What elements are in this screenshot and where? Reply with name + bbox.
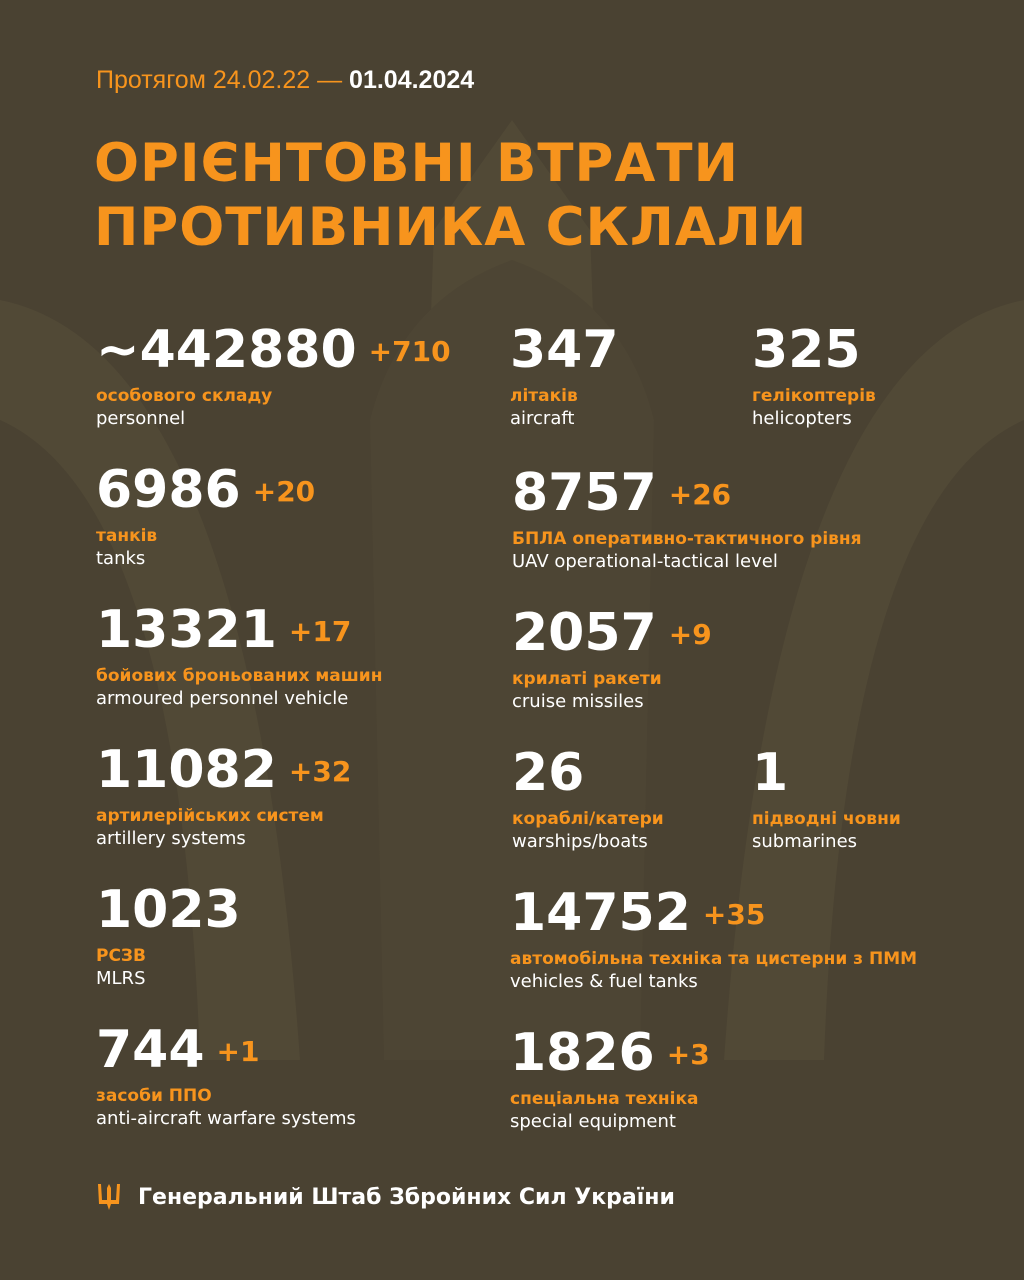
stat-increase: +26 (668, 478, 732, 511)
stat-label-ua: спеціальна техніка (510, 1089, 699, 1109)
stat-label-ua: артилерійських систем (96, 806, 324, 826)
page-title: ОРІЄНТОВНІ ВТРАТИ ПРОТИВНИКА СКЛАЛИ (94, 133, 808, 258)
stat-value: 325 (752, 320, 861, 380)
footer: Генеральний Штаб Збройних Сил України (96, 1182, 675, 1212)
stat-value: 11082 +32 (96, 740, 352, 800)
stat-increase: +710 (368, 335, 451, 368)
stat-aircraft: 347 літаків aircraft (510, 322, 619, 430)
stat-label-ua: крилаті ракети (512, 669, 662, 689)
stat-label-ua: гелікоптерів (752, 386, 876, 406)
stat-value: 1023 (96, 880, 241, 940)
stat-label-ua: РСЗВ (96, 946, 146, 966)
stat-submarines: 1 підводні човни submarines (752, 745, 901, 853)
stat-label-en: personnel (96, 408, 186, 429)
stat-label-en: submarines (752, 831, 858, 852)
stat-value: 26 (512, 743, 585, 803)
stat-label-en: warships/boats (512, 831, 648, 852)
stat-label-en: cruise missiles (512, 691, 644, 712)
stat-label-ua: автомобільна техніка та цистерни з ПММ (510, 949, 918, 969)
stat-increase: +9 (668, 618, 712, 651)
stat-increase: +3 (666, 1038, 710, 1071)
stat-label-en: aircraft (510, 408, 575, 429)
stat-mlrs: 1023 РСЗВ MLRS (96, 882, 241, 990)
stat-value: 14752 +35 (510, 883, 766, 943)
stat-label-en: vehicles & fuel tanks (510, 971, 698, 992)
stat-value: 2057 +9 (512, 603, 712, 663)
stat-label-ua: бойових броньованих машин (96, 666, 383, 686)
stat-label-ua: підводні човни (752, 809, 901, 829)
stat-label-ua: літаків (510, 386, 578, 406)
stat-label-en: helicopters (752, 408, 852, 429)
stat-artillery-systems: 11082 +32 артилерійських систем artillery s… (96, 742, 351, 850)
stat-warships-boats: 26 кораблі/катери warships/boats (512, 745, 664, 853)
stat-personnel: ~442880 +710 особового складу personnel (96, 322, 451, 430)
stat-increase: +20 (252, 475, 316, 508)
stat-value: 8757 +26 (512, 463, 732, 523)
stat-value: 13321 +17 (96, 600, 352, 660)
stat-label-en: UAV operational-tactical level (512, 551, 778, 572)
stat-value: 6986 +20 (96, 460, 316, 520)
stat-helicopters: 325 гелікоптерів helicopters (752, 322, 876, 430)
stat-label-ua: кораблі/катери (512, 809, 664, 829)
stat-label-ua: особового складу (96, 386, 273, 406)
stat-label-en: artillery systems (96, 828, 246, 849)
stat-increase: +32 (288, 755, 352, 788)
stat-label-en: MLRS (96, 968, 146, 989)
stat-increase: +17 (288, 615, 352, 648)
stat-value: 744 +1 (96, 1020, 260, 1080)
stat-label-ua: танків (96, 526, 158, 546)
stat-value: ~442880 +710 (96, 320, 451, 380)
stat-armoured-personnel-vehicle: 13321 +17 бойових броньованих машин armoure… (96, 602, 382, 710)
stat-value: 1 (752, 743, 789, 803)
stat-label-en: tanks (96, 548, 146, 569)
stat-label-en: anti-aircraft warfare systems (96, 1108, 356, 1129)
stat-cruise-missiles: 2057 +9 крилаті ракети cruise missiles (512, 605, 712, 713)
stat-anti-aircraft-warfare-systems: 744 +1 засоби ППО anti-aircraft warfare sys… (96, 1022, 356, 1130)
stat-tanks: 6986 +20 танків tanks (96, 462, 315, 570)
period: Протягом 24.02.22 — 01.04.2024 (96, 66, 475, 94)
stat-increase: +35 (702, 898, 766, 931)
stat-special-equipment: 1826 +3 спеціальна техніка special equipmen… (510, 1025, 710, 1133)
stat-label-en: armoured personnel vehicle (96, 688, 349, 709)
stat-uav-operational-tactical-level: 8757 +26 БПЛА оперативно-тактичного рівня U… (512, 465, 862, 573)
stat-label-ua: засоби ППО (96, 1086, 212, 1106)
stat-value: 347 (510, 320, 619, 380)
stat-vehicles-fuel-tanks: 14752 +35 автомобільна техніка та цистерни… (510, 885, 917, 993)
footer-text: Генеральний Штаб Збройних Сил України (138, 1184, 675, 1210)
trident-icon (98, 1184, 120, 1210)
stat-value: 1826 +3 (510, 1023, 710, 1083)
stat-increase: +1 (216, 1035, 260, 1068)
stat-label-en: special equipment (510, 1111, 676, 1132)
stat-label-ua: БПЛА оперативно-тактичного рівня (512, 529, 862, 549)
